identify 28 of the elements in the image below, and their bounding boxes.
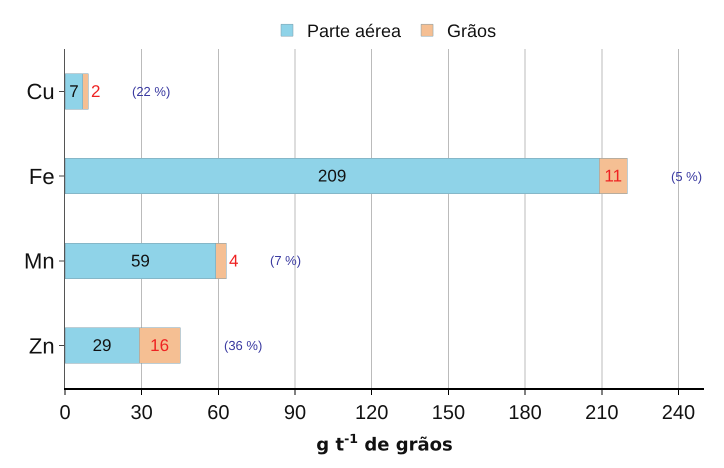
data-label: 7 [69,82,79,101]
y-tick-label: Zn [28,333,55,358]
annotation: (7 %) [270,253,302,268]
data-label: 29 [92,336,112,356]
data-label: 2 [91,82,100,101]
annotation: (5 %) [671,169,702,184]
x-tick-label: 0 [59,402,71,424]
legend-label: Parte aérea [307,21,402,42]
x-axis-title: g t$^{-1}$ de grãos [316,431,453,456]
x-tick-label: 240 [662,402,696,424]
x-tick-label: 120 [355,402,388,424]
y-tick-label: Mn [24,248,55,274]
legend-label: Grãos [447,21,496,42]
y-tick-label: Cu [26,79,55,104]
x-tick-label: 60 [207,402,230,424]
data-label: 59 [130,251,150,270]
x-tick-label: 210 [585,402,618,424]
annotation: (36 %) [224,338,262,353]
annotation: (22 %) [132,84,170,99]
x-tick-label: 30 [130,402,153,424]
data-label: 209 [318,166,346,186]
x-tick-label: 90 [284,402,306,424]
data-label: 4 [229,251,238,270]
y-tick-label: Fe [28,164,55,189]
data-label: 16 [150,336,170,356]
x-tick-label: 150 [432,402,466,424]
data-label: 11 [604,166,622,186]
x-tick-label: 180 [508,402,542,424]
